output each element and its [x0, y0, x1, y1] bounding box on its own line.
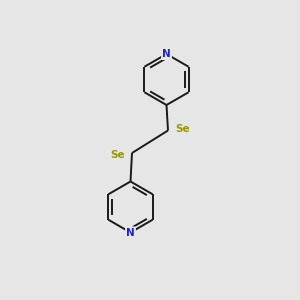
Text: Se: Se [176, 124, 190, 134]
Text: N: N [126, 227, 135, 238]
Text: N: N [162, 49, 171, 59]
Text: Se: Se [110, 149, 124, 160]
